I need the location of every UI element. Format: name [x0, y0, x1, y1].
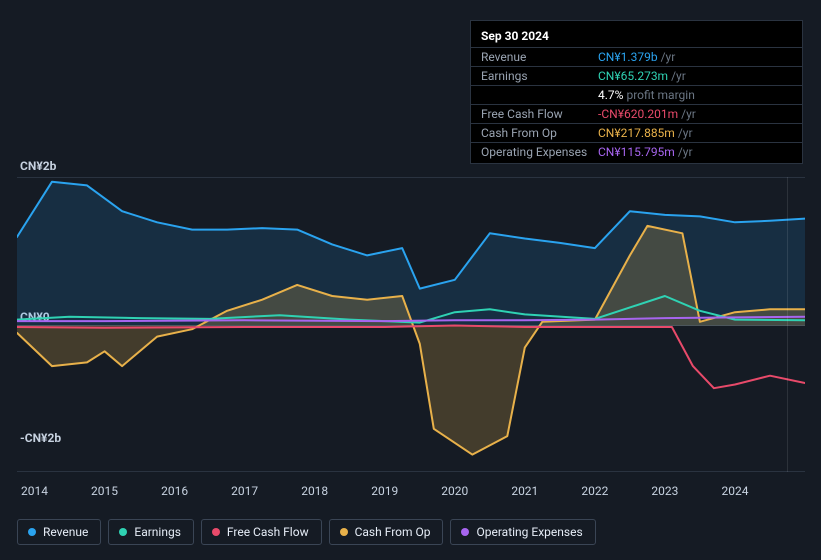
x-axis-label: 2014 [21, 484, 48, 498]
tooltip-row: EarningsCN¥65.273m/yr [471, 66, 802, 85]
tooltip-row-suffix: /yr [661, 50, 676, 64]
legend-label: Free Cash Flow [227, 525, 309, 539]
tooltip-row-value: CN¥65.273m [598, 69, 668, 83]
legend-swatch [340, 528, 348, 536]
legend-label: Earnings [134, 525, 181, 539]
legend-label: Revenue [43, 525, 88, 539]
x-axis-label: 2016 [161, 484, 188, 498]
tooltip-row-label: Free Cash Flow [481, 107, 598, 121]
legend-label: Operating Expenses [476, 525, 582, 539]
legend-swatch [28, 528, 36, 536]
tooltip-row-label: Revenue [481, 50, 598, 64]
tooltip-row: Cash From OpCN¥217.885m/yr [471, 123, 802, 142]
x-axis-label: 2017 [231, 484, 258, 498]
legend-chip-revenue[interactable]: Revenue [17, 519, 101, 545]
legend-swatch [461, 528, 469, 536]
tooltip-row-value: CN¥217.885m [598, 126, 675, 140]
tooltip-row: 4.7%profit margin [471, 85, 802, 104]
tooltip-row: RevenueCN¥1.379b/yr [471, 47, 802, 66]
tooltip-row-value: -CN¥620.201m [598, 107, 678, 121]
chart-plot-area[interactable] [17, 177, 805, 472]
chart-svg [17, 178, 805, 473]
tooltip-row: Operating ExpensesCN¥115.795m/yr [471, 142, 802, 161]
tooltip-row-value: CN¥115.795m [598, 145, 675, 159]
legend-swatch [212, 528, 220, 536]
financials-chart-panel: { "tooltip": { "date": "Sep 30 2024", "r… [0, 0, 821, 560]
x-axis-label: 2023 [651, 484, 678, 498]
tooltip-row-suffix: /yr [678, 145, 693, 159]
tooltip-row-suffix: /yr [671, 69, 686, 83]
tooltip-row-label: Cash From Op [481, 126, 598, 140]
tooltip-row-suffix: /yr [678, 126, 693, 140]
legend-label: Cash From Op [355, 525, 431, 539]
tooltip-row: Free Cash Flow-CN¥620.201m/yr [471, 104, 802, 123]
tooltip-row-suffix: profit margin [626, 88, 694, 102]
x-axis-label: 2022 [581, 484, 608, 498]
legend-chip-free-cash-flow[interactable]: Free Cash Flow [201, 519, 322, 545]
tooltip-row-value: CN¥1.379b [598, 50, 658, 64]
tooltip-row-label: Operating Expenses [481, 145, 598, 159]
legend-chip-operating-expenses[interactable]: Operating Expenses [450, 519, 595, 545]
x-axis-label: 2020 [441, 484, 468, 498]
tooltip-row-value: 4.7% [598, 88, 623, 102]
hover-line [787, 177, 788, 472]
tooltip-row-suffix: /yr [681, 107, 696, 121]
y-axis-label: CN¥2b [20, 159, 56, 173]
x-axis-label: 2024 [721, 484, 748, 498]
x-axis-label: 2018 [301, 484, 328, 498]
legend-chip-earnings[interactable]: Earnings [108, 519, 194, 545]
legend: Revenue Earnings Free Cash Flow Cash From O… [17, 519, 596, 545]
tooltip-row-label: Earnings [481, 69, 598, 83]
tooltip-date: Sep 30 2024 [471, 27, 802, 47]
x-axis-label: 2015 [91, 484, 118, 498]
legend-swatch [119, 528, 127, 536]
legend-chip-cash-from-op[interactable]: Cash From Op [329, 519, 444, 545]
point-tooltip: Sep 30 2024 RevenueCN¥1.379b/yrEarningsC… [470, 20, 803, 164]
x-axis-label: 2019 [371, 484, 398, 498]
x-axis-label: 2021 [511, 484, 538, 498]
x-axis-labels: 2014 2015 2016 2017 2018 2019 2020 2021 2022 2023… [0, 484, 821, 504]
